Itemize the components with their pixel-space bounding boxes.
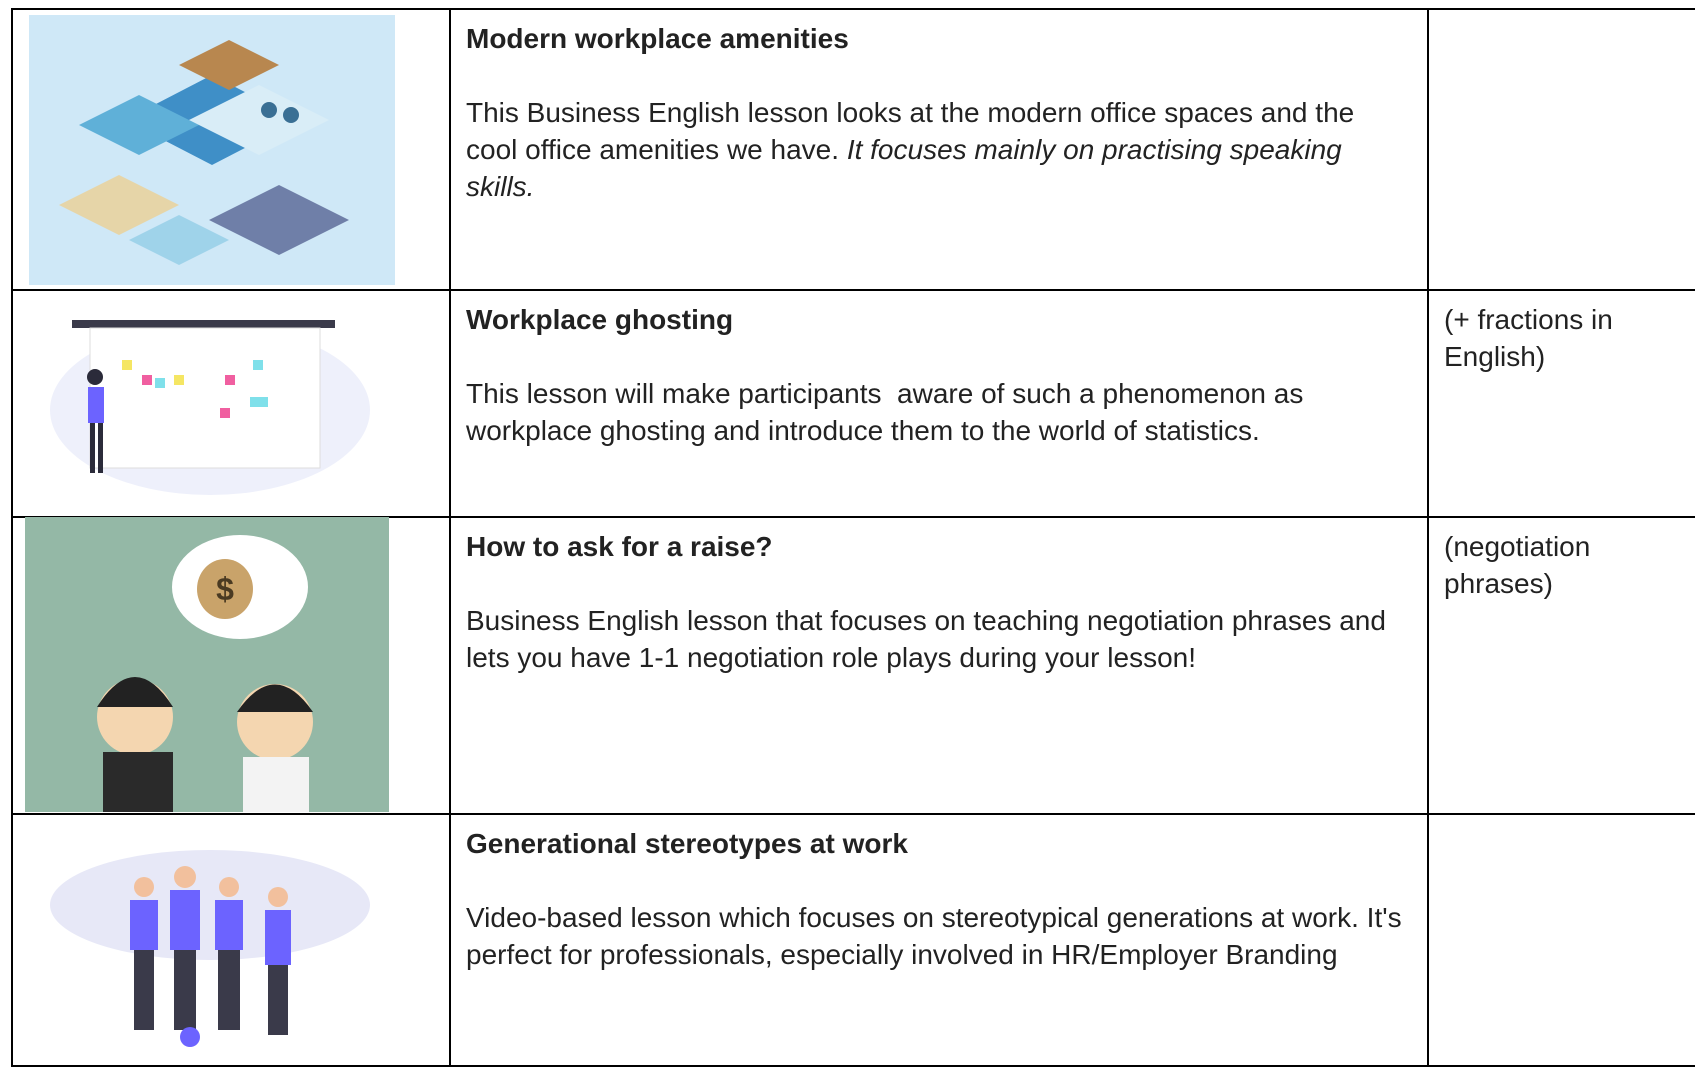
note-cell: (+ fractions in English) [1429,291,1695,516]
description-text: This lesson will make participants aware… [466,378,1312,446]
row-border [11,8,1695,10]
description-text: This Business English lesson looks at th… [466,97,1362,165]
col-border [449,8,451,1066]
generations-illustration [50,825,370,1050]
lesson-title: Generational stereotypes at work [466,828,908,859]
svg-text:$: $ [216,571,234,607]
lesson-description: This lesson will make participants aware… [466,375,1409,449]
ghosting-illustration [50,305,370,495]
lesson-description: Video-based lesson which focuses on ster… [466,899,1409,973]
description-emphasis: It focuses mainly on practising speaking… [466,134,1350,202]
lesson-description: This Business English lesson looks at th… [466,94,1409,205]
lesson-title: Modern workplace amenities [466,23,849,54]
lesson-note: (negotiation phrases) [1444,531,1599,599]
lesson-title: How to ask for a raise? [466,531,773,562]
lesson-description: Business English lesson that focuses on … [466,602,1409,676]
lesson-cell: Workplace ghosting This lesson will make … [451,291,1427,516]
lesson-cell: Modern workplace amenities This Business … [451,10,1427,289]
lesson-cell: How to ask for a raise? Business English … [451,518,1427,813]
col-border [1427,8,1429,1066]
row-border [11,813,1695,815]
description-text: Business English lesson that focuses on … [466,605,1394,673]
lesson-note: (+ fractions in English) [1444,304,1621,372]
lesson-cell: Generational stereotypes at work Video-ba… [451,815,1427,1065]
col-border [11,8,13,1066]
office-illustration [29,15,395,285]
description-text: Video-based lesson which focuses on ster… [466,902,1410,970]
row-border [11,289,1695,291]
row-border [11,516,1695,518]
lesson-title: Workplace ghosting [466,304,734,335]
note-cell: (negotiation phrases) [1429,518,1695,813]
raise-illustration: $ [25,517,389,812]
